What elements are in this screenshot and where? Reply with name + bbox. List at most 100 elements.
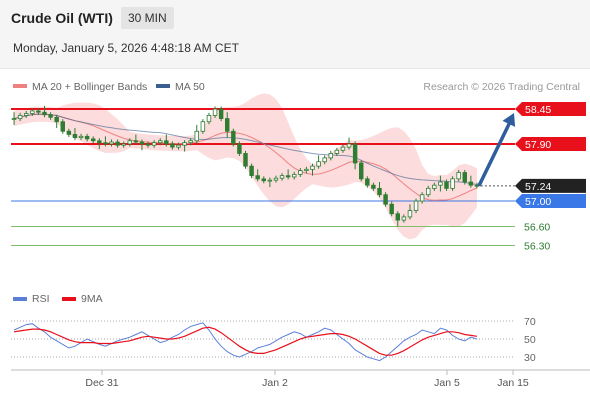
candle-body <box>255 175 260 180</box>
candle-body <box>304 168 309 171</box>
ma20-line <box>13 113 478 201</box>
level-tag-57.90 <box>515 136 586 151</box>
candle-body <box>133 140 139 143</box>
rsi-panel: 70 50 30 <box>11 316 536 364</box>
candle-body <box>145 143 151 146</box>
candle-body <box>42 111 47 116</box>
candle-body <box>115 141 120 146</box>
level-tag-58.45 <box>515 102 586 117</box>
candle-body <box>328 153 334 159</box>
candle-body <box>23 113 29 116</box>
ma20-legend-label: MA 20 + Bollinger Bands <box>32 81 147 93</box>
level-label-56.30: 56.30 <box>524 240 550 252</box>
candle-body <box>468 181 474 186</box>
chart-header: Crude Oil (WTI) 30 MIN Monday, January 5… <box>0 0 590 69</box>
level-label-57.00: 57.00 <box>525 196 551 208</box>
candle-body <box>310 165 315 170</box>
candle-body <box>17 114 23 119</box>
research-credit: Research © 2026 Trading Central <box>423 81 580 93</box>
candle-body <box>97 140 102 144</box>
x-tick-label-1: Jan 2 <box>262 377 288 389</box>
x-tick-label-2: Jan 5 <box>434 377 460 389</box>
candle-body <box>298 170 303 175</box>
ma9-legend-label: 9MA <box>81 293 103 305</box>
ma50-legend-label: MA 50 <box>175 81 205 93</box>
candle-body <box>340 146 346 151</box>
candle-body <box>212 108 218 116</box>
candle-body <box>60 121 65 132</box>
candle-body <box>243 153 248 167</box>
candle-body <box>237 143 242 154</box>
candle-body <box>273 177 279 181</box>
candle-body <box>389 203 394 215</box>
candle-body <box>432 184 437 189</box>
level-label-58.45: 58.45 <box>525 104 551 116</box>
candle-body <box>419 194 425 202</box>
candle-body <box>267 179 273 182</box>
candle-body <box>139 141 145 145</box>
rsi-line <box>13 322 478 362</box>
candle-body <box>66 130 72 135</box>
timeframe-badge[interactable]: 30 MIN <box>121 7 174 29</box>
candle-body <box>401 216 407 221</box>
candle-body <box>316 161 321 167</box>
candle-body <box>103 142 108 145</box>
price-panel: 58.45 57.90 57.00 56.60 56.30 57.24 <box>11 93 586 252</box>
candle-body <box>377 187 382 196</box>
candle-body <box>188 140 193 144</box>
candle-body <box>176 144 181 148</box>
candle-body <box>365 178 370 186</box>
rsi-tick-30: 30 <box>524 352 536 364</box>
candle-body <box>109 141 114 145</box>
candle-body <box>279 175 285 179</box>
rsi-legend-swatch <box>13 297 27 301</box>
candle-body <box>438 181 443 186</box>
ma9-legend-swatch <box>62 297 76 301</box>
candle-body <box>48 114 53 118</box>
rsi-tick-50: 50 <box>524 334 536 346</box>
candle-body <box>206 114 212 123</box>
timestamp: Monday, January 5, 2026 4:48:18 AM CET <box>13 41 239 55</box>
candle-body <box>121 143 126 146</box>
candle-body <box>395 213 401 221</box>
candle-body <box>249 165 254 177</box>
candle-body <box>157 140 163 144</box>
current-price-label: 57.24 <box>525 181 551 193</box>
ma50-legend-swatch <box>156 84 170 88</box>
ma20-legend-swatch <box>13 84 27 88</box>
candle-body <box>151 142 157 146</box>
candle-body <box>407 210 413 218</box>
level-tag-57.00 <box>515 194 586 209</box>
candle-body <box>72 134 78 138</box>
candle-body <box>291 174 297 178</box>
candle-body <box>285 175 291 178</box>
candle-body <box>30 110 35 114</box>
rsi-tick-70: 70 <box>524 316 536 328</box>
level-label-56.60: 56.60 <box>524 221 550 233</box>
x-tick-label-0: Dec 31 <box>85 377 118 389</box>
candle-body <box>444 181 449 189</box>
candle-body <box>11 118 17 120</box>
candle-body <box>383 194 388 205</box>
candle-body <box>84 135 90 140</box>
candle-body <box>182 142 187 146</box>
candle-body <box>224 118 230 132</box>
candle-body <box>456 172 461 180</box>
ma50-line <box>13 113 478 186</box>
rsi-legend-label: RSI <box>32 293 50 305</box>
candle-body <box>358 162 364 180</box>
candle-body <box>450 178 455 189</box>
candle-body <box>322 157 327 163</box>
candle-body <box>462 172 468 183</box>
candle-body <box>194 130 199 142</box>
candle-body <box>164 140 169 145</box>
candle-body <box>127 140 133 145</box>
candle-body <box>218 108 224 119</box>
rsi-ma9-line <box>13 326 478 356</box>
candle-body <box>36 110 41 113</box>
candle-body <box>91 138 96 142</box>
level-label-57.90: 57.90 <box>525 139 551 151</box>
candle-body <box>54 116 59 123</box>
candle-body <box>200 121 206 132</box>
